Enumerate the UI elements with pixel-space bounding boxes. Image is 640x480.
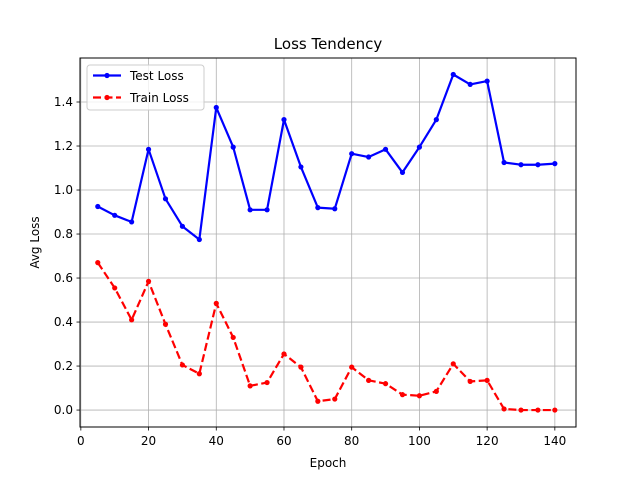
y-tick-label: 0.0 — [54, 403, 73, 417]
data-point — [433, 388, 439, 394]
data-point — [332, 206, 338, 212]
data-point — [213, 104, 219, 111]
data-point — [264, 379, 270, 386]
grid-lines — [80, 58, 576, 427]
x-tick-label: 0 — [77, 434, 85, 448]
data-point — [501, 159, 507, 166]
data-point — [230, 144, 236, 150]
data-point — [399, 392, 406, 398]
data-point — [518, 407, 524, 413]
data-point — [450, 71, 456, 78]
data-point — [95, 203, 101, 210]
data-point — [552, 161, 558, 167]
data-point — [298, 164, 304, 170]
plot-frame — [79, 57, 577, 428]
series-1 — [95, 260, 558, 413]
x-tick-label: 60 — [276, 434, 291, 448]
chart-title: Loss Tendency — [274, 35, 383, 53]
x-tick-label: 140 — [543, 434, 566, 448]
y-tick-label: 0.6 — [54, 271, 73, 285]
data-point — [535, 407, 541, 413]
y-axis-ticks: 0.0 0.2 0.4 0.6 0.8 1.0 1.2 1.4 — [54, 95, 80, 417]
x-axis-ticks: 0 20 40 60 80 100 120 140 — [77, 427, 566, 448]
x-tick-label: 40 — [209, 434, 224, 448]
data-point — [95, 260, 101, 266]
data-point — [145, 278, 152, 284]
data-point — [366, 154, 372, 160]
data-point — [112, 212, 118, 218]
data-point — [518, 162, 524, 168]
data-point — [213, 300, 219, 306]
series-layer — [95, 71, 558, 413]
data-point — [162, 321, 169, 327]
legend-label: Test Loss — [129, 69, 184, 83]
legend-marker — [104, 72, 110, 79]
series-line — [97, 73, 555, 241]
legend-marker — [104, 94, 110, 101]
legend-item: Test Loss — [93, 69, 184, 83]
data-point — [433, 117, 439, 123]
y-tick-label: 1.0 — [54, 183, 73, 197]
data-point — [129, 219, 135, 225]
y-tick-label: 1.4 — [54, 95, 73, 109]
data-point — [501, 406, 507, 412]
data-point — [382, 381, 389, 387]
data-point — [416, 393, 423, 399]
data-point — [112, 285, 118, 291]
y-axis-label: Avg Loss — [28, 216, 42, 268]
x-tick-label: 20 — [141, 434, 156, 448]
data-point — [196, 371, 202, 377]
legend-item: Train Loss — [93, 91, 189, 105]
legend-label: Train Loss — [129, 91, 189, 105]
data-point — [298, 364, 304, 370]
data-point — [264, 207, 270, 213]
data-point — [332, 396, 338, 402]
y-tick-label: 0.8 — [54, 227, 73, 241]
series-line — [96, 262, 555, 412]
x-axis-label: Epoch — [310, 456, 347, 470]
y-tick-label: 0.4 — [54, 315, 73, 329]
data-point — [247, 383, 253, 389]
data-point — [247, 207, 253, 213]
data-point — [230, 334, 236, 341]
x-tick-label: 100 — [408, 434, 431, 448]
x-tick-label: 80 — [344, 434, 359, 448]
legend: Test Loss Train Loss — [86, 64, 205, 111]
data-point — [196, 236, 202, 243]
data-point — [552, 407, 558, 413]
data-point — [349, 364, 355, 370]
data-point — [129, 317, 135, 323]
data-point — [145, 146, 152, 152]
data-point — [382, 146, 389, 152]
data-point — [416, 144, 423, 150]
data-point — [315, 205, 321, 211]
data-point — [467, 378, 473, 385]
x-tick-label: 120 — [476, 434, 499, 448]
data-point — [281, 351, 287, 357]
data-point — [179, 362, 186, 368]
data-point — [484, 377, 490, 383]
data-point — [450, 361, 456, 367]
data-point — [535, 162, 541, 168]
series-0 — [95, 71, 558, 243]
data-point — [467, 81, 473, 88]
data-point — [349, 151, 355, 157]
data-point — [281, 117, 287, 123]
data-point — [315, 398, 321, 404]
data-point — [399, 169, 406, 176]
data-point — [484, 78, 490, 84]
data-point — [366, 377, 372, 383]
y-tick-label: 0.2 — [54, 359, 73, 373]
y-tick-label: 1.2 — [54, 139, 73, 153]
data-point — [162, 196, 169, 202]
data-point — [179, 223, 186, 229]
